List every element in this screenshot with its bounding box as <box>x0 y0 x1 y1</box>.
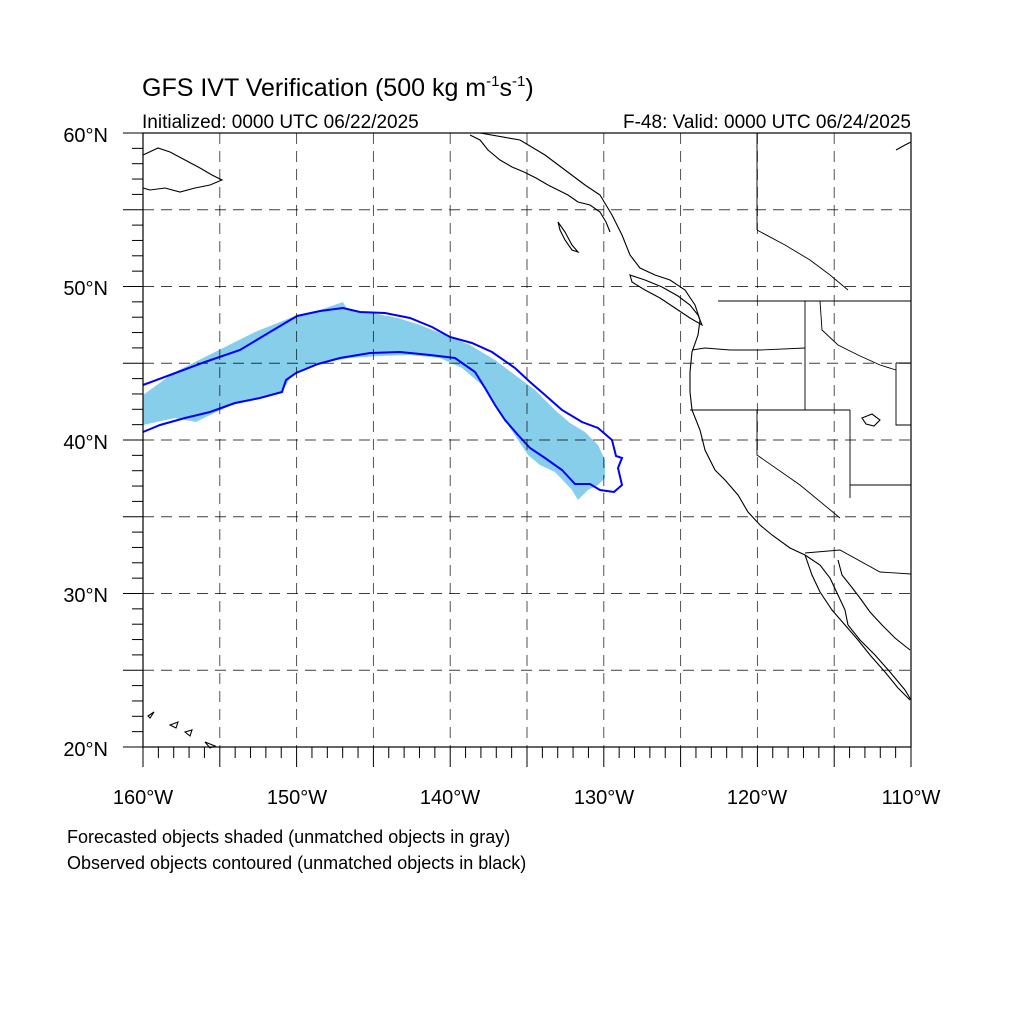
coastline-mainland-mexico <box>847 624 912 701</box>
coastline-alaska <box>469 134 611 233</box>
initialized-label: Initialized: 0000 UTC 06/22/2025 <box>142 112 419 133</box>
note-forecast: Forecasted objects shaded (unmatched obj… <box>67 827 510 847</box>
border-ca-nv <box>756 410 841 519</box>
coastline-haida-gwaii <box>557 221 580 254</box>
lat-label-20: 20°N <box>63 739 108 761</box>
border-us-mexico <box>804 549 912 575</box>
axis-ticks <box>123 132 912 767</box>
border-wy <box>895 362 911 426</box>
lat-label-50: 50°N <box>63 278 108 300</box>
coastline-alaska-west <box>142 147 224 193</box>
coastline-great-salt-lake <box>861 413 881 427</box>
lon-label-130w: 130°W <box>574 787 634 809</box>
lon-label-120w: 120°W <box>727 787 787 809</box>
graticule <box>143 133 911 747</box>
coastline-gulf-california <box>837 559 911 651</box>
lat-label-60: 60°N <box>63 125 108 147</box>
lat-label-30: 30°N <box>63 585 108 607</box>
lon-label-140w: 140°W <box>420 787 480 809</box>
lon-label-160w: 160°W <box>113 787 173 809</box>
coastline-baja <box>804 554 911 701</box>
border-idaho-east <box>819 300 897 371</box>
coastline-hawaii <box>147 711 217 749</box>
coastline-vancouver-island <box>629 274 704 327</box>
map-title: GFS IVT Verification (500 kg m-1s-1) <box>142 73 534 102</box>
border-canada-inner <box>756 229 849 291</box>
forecast-object <box>143 302 605 500</box>
lat-label-40: 40°N <box>63 432 108 454</box>
border-wa-or <box>691 347 806 351</box>
note-observed: Observed objects contoured (unmatched ob… <box>67 853 526 873</box>
valid-label: F-48: Valid: 0000 UTC 06/24/2025 <box>623 112 911 133</box>
observed-object-contour <box>142 306 624 494</box>
coastline-hudson-upper <box>895 141 912 151</box>
lon-label-150w: 150°W <box>267 787 327 809</box>
lon-label-110w: 110°W <box>882 787 941 809</box>
plot-area <box>142 132 912 749</box>
coastline-bc <box>479 132 849 626</box>
map-frame <box>142 132 912 748</box>
